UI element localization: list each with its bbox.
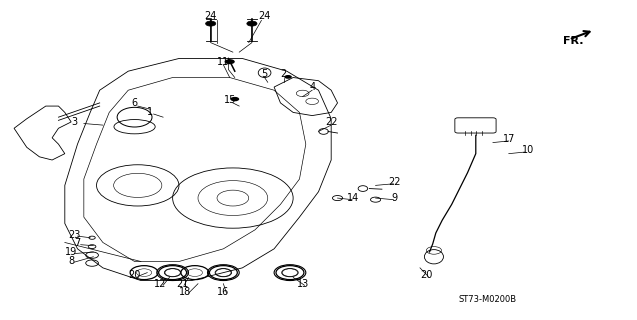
Text: 6: 6	[131, 98, 138, 108]
Text: 13: 13	[296, 279, 309, 289]
Text: 8: 8	[68, 256, 75, 266]
Text: 21: 21	[176, 279, 189, 289]
Text: 22: 22	[325, 117, 338, 127]
Circle shape	[247, 21, 257, 26]
Text: 17: 17	[503, 134, 515, 144]
Circle shape	[231, 97, 240, 101]
Text: 4: 4	[309, 82, 315, 92]
Circle shape	[284, 75, 292, 79]
Text: 24: 24	[204, 11, 217, 21]
Text: 15: 15	[224, 95, 236, 105]
Text: 23: 23	[68, 229, 80, 240]
Circle shape	[225, 59, 235, 64]
Text: 10: 10	[522, 146, 534, 156]
Text: 19: 19	[65, 247, 77, 257]
Text: 20: 20	[420, 270, 433, 280]
Text: 5: 5	[261, 69, 268, 79]
Circle shape	[206, 21, 216, 26]
Text: 11: 11	[217, 57, 229, 67]
Text: 20: 20	[129, 270, 141, 280]
Text: 22: 22	[389, 177, 401, 187]
Text: 3: 3	[71, 117, 77, 127]
Text: 18: 18	[179, 287, 192, 297]
Text: 9: 9	[392, 193, 397, 203]
Text: 14: 14	[347, 193, 359, 203]
Text: 1: 1	[147, 108, 154, 117]
Text: 12: 12	[154, 279, 166, 289]
Text: 2: 2	[280, 69, 287, 79]
Text: 24: 24	[259, 11, 271, 21]
Text: ST73-M0200B: ST73-M0200B	[458, 295, 516, 304]
Text: FR.: FR.	[562, 36, 583, 46]
Text: 7: 7	[75, 238, 81, 248]
Text: 16: 16	[217, 287, 229, 297]
